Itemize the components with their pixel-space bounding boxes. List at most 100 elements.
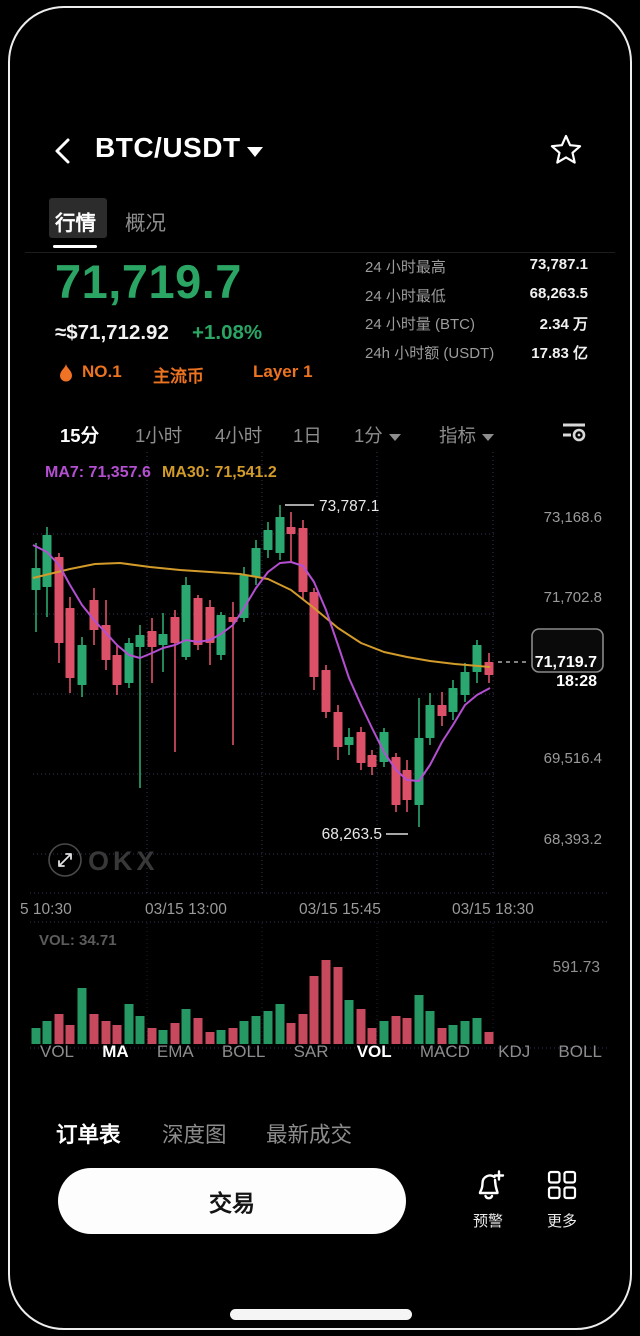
ma30-label: MA30: 71,541.2 — [162, 464, 277, 481]
timeframe-dropdown[interactable]: 1分 — [354, 422, 401, 448]
volume-bar — [31, 1028, 41, 1044]
tab-overview[interactable]: 概况 — [125, 212, 166, 235]
volume-bar — [205, 1032, 215, 1044]
volume-bar — [437, 1028, 447, 1044]
volume-chart[interactable] — [30, 920, 610, 1050]
candle-body — [356, 732, 366, 763]
candle-body — [298, 528, 308, 592]
indicator-tab-sar[interactable]: SAR — [293, 1042, 329, 1061]
indicator-dropdown[interactable]: 指标 — [439, 422, 495, 448]
indicator-tab-ma[interactable]: MA — [102, 1042, 129, 1061]
indicator-tab-vol2[interactable]: VOL — [356, 1042, 392, 1061]
tag-price: 71,719.7 — [535, 654, 597, 671]
tag-time: 18:28 — [556, 673, 597, 690]
candle-body — [205, 607, 215, 643]
chevron-down-icon[interactable] — [247, 147, 263, 157]
expand-chart-button[interactable] — [48, 843, 82, 877]
candle-body — [158, 634, 168, 645]
indicator-tab-boll[interactable]: BOLL — [221, 1042, 266, 1061]
timeframe-1h[interactable]: 1小时 — [135, 425, 183, 446]
volume-bar — [391, 1016, 401, 1044]
flame-icon — [60, 363, 72, 382]
candle-body — [402, 770, 412, 800]
ma7-line — [32, 544, 491, 782]
more-label[interactable]: 更多 — [546, 1213, 577, 1230]
alert-label[interactable]: 预警 — [472, 1213, 503, 1230]
timeframe-4h[interactable]: 4小时 — [215, 425, 263, 446]
chevron-down-icon — [388, 433, 401, 441]
volume-bar — [309, 976, 319, 1044]
volume-bar — [448, 1025, 458, 1044]
y-tick: 73,168.6 — [544, 509, 602, 526]
candle-body — [112, 655, 122, 685]
volume-bar — [414, 995, 424, 1044]
tab-latest-trades[interactable]: 最新成交 — [266, 1123, 353, 1147]
x-tick: 5 10:30 — [20, 901, 72, 918]
stat-row: 24h 小时额 (USDT) 17.83 亿 — [365, 342, 588, 371]
stat-value: 73,787.1 — [529, 256, 588, 273]
tab-depth-chart[interactable]: 深度图 — [162, 1123, 227, 1147]
volume-bar — [216, 1030, 226, 1044]
favorite-star-icon[interactable] — [548, 132, 584, 168]
candle-body — [251, 548, 261, 577]
volume-bar — [472, 1018, 482, 1044]
page-title-pair-selector[interactable]: BTC/USDT — [95, 132, 241, 163]
badge-layer[interactable]: Layer 1 — [253, 362, 313, 381]
candle-body — [263, 530, 273, 550]
badge-category[interactable]: 主流币 — [153, 367, 204, 386]
candle-body — [65, 608, 75, 678]
stat-value: 68,263.5 — [529, 284, 588, 302]
stat-label: 24 小时最高 — [365, 259, 446, 276]
volume-bar — [42, 1021, 52, 1044]
volume-bar — [484, 1032, 494, 1044]
price-alert-icon[interactable] — [470, 1168, 506, 1204]
chart-settings-icon[interactable] — [561, 421, 587, 443]
tab-market[interactable]: 行情 — [55, 212, 96, 235]
stat-row: 24 小时最低 68,263.5 — [365, 285, 588, 314]
volume-bar — [321, 960, 331, 1044]
indicator-tab-vol[interactable]: VOL — [40, 1042, 75, 1061]
volume-bar — [275, 1004, 285, 1044]
timeframe-15m[interactable]: 15分 — [60, 425, 100, 446]
candle-body — [239, 575, 249, 618]
x-tick: 03/15 13:00 — [145, 901, 227, 918]
stat-value: 2.34 万 — [539, 316, 588, 333]
price-chart[interactable]: 73,168.6 71,702.8 69,516.4 68,393.2 MA7: 71,… — [30, 450, 610, 896]
candle-body — [54, 557, 64, 643]
ma30-line — [32, 562, 491, 668]
volume-bar — [65, 1025, 75, 1044]
volume-bar — [251, 1016, 261, 1044]
stat-label: 24h 小时额 (USDT) — [365, 344, 495, 362]
indicator-tab-macd[interactable]: MACD — [419, 1042, 470, 1061]
indicator-tab-boll2[interactable]: BOLL — [558, 1042, 602, 1061]
volume-bar — [239, 1021, 249, 1044]
volume-bar — [135, 1016, 145, 1044]
trade-button[interactable]: 交易 — [58, 1168, 406, 1234]
volume-bar — [193, 1018, 203, 1044]
indicator-dropdown-label: 指标 — [439, 425, 477, 446]
more-grid-icon[interactable] — [547, 1170, 577, 1200]
price-change: +1.08% — [192, 321, 263, 344]
candle-body — [193, 598, 203, 645]
volume-bar — [147, 1028, 157, 1044]
stat-label: 24 小时量 (BTC) — [365, 316, 476, 333]
candle-body — [472, 645, 482, 672]
tab-order-book[interactable]: 订单表 — [56, 1123, 121, 1147]
badge-rank[interactable]: NO.1 — [82, 362, 122, 381]
y-tick: 69,516.4 — [544, 750, 602, 767]
indicator-tab-ema[interactable]: EMA — [156, 1042, 194, 1061]
candle-body — [344, 737, 354, 745]
candle-body — [321, 670, 331, 712]
candle-body — [77, 645, 87, 685]
candle-body — [181, 585, 191, 657]
candle-body — [367, 755, 377, 767]
volume-bar — [333, 967, 343, 1044]
volume-bar — [89, 1014, 99, 1044]
indicator-tab-kdj[interactable]: KDJ — [498, 1042, 531, 1061]
candle-body — [135, 635, 145, 647]
back-icon[interactable] — [52, 137, 76, 165]
stat-value: 17.83 亿 — [531, 344, 588, 362]
timeframe-1d[interactable]: 1日 — [293, 425, 322, 446]
home-indicator[interactable] — [230, 1309, 412, 1320]
